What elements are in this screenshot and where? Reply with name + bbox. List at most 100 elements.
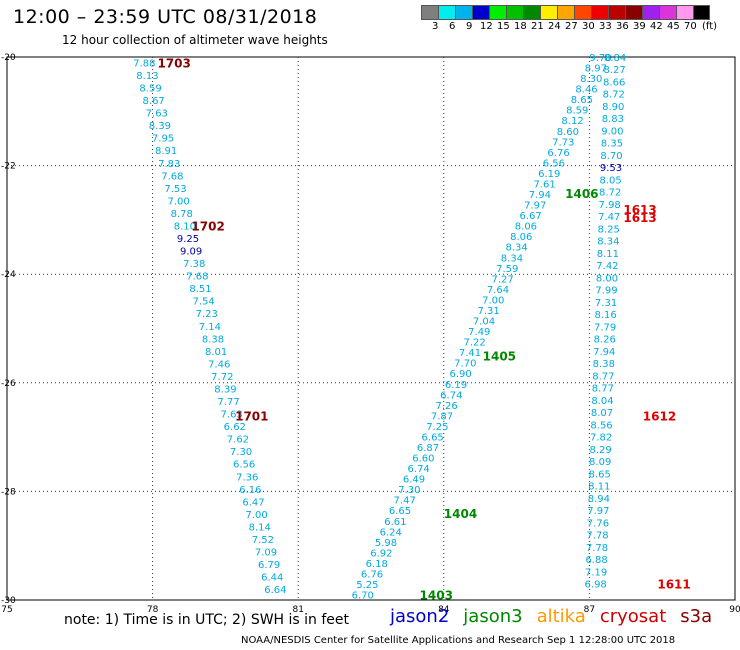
wave-height-value: 6.92 (370, 548, 392, 559)
y-tick-label: -22 (1, 162, 16, 172)
footer-credit: NOAA/NESDIS Center for Satellite Applica… (241, 635, 676, 646)
wave-height-value: 8.09 (589, 457, 611, 468)
y-tick-label: -26 (1, 379, 16, 389)
wave-height-value: 6.56 (233, 460, 255, 471)
pass-time-label: 1406 (565, 187, 598, 201)
wave-height-value: 6.76 (361, 569, 383, 580)
wave-height-value: 7.64 (487, 285, 509, 296)
wave-height-value: 8.84 (604, 53, 626, 64)
color-scale-unit: (ft) (702, 21, 718, 32)
wave-height-value: 7.30 (398, 485, 420, 496)
pass-time-label: 1404 (444, 507, 477, 521)
pass-time-label: 1703 (157, 56, 190, 70)
wave-height-value: 7.47 (598, 212, 620, 223)
wave-height-value: 7.99 (595, 286, 617, 297)
wave-height-value: 9.53 (600, 163, 622, 174)
wave-height-value: 6.61 (384, 517, 406, 528)
wave-height-value: 6.74 (440, 390, 462, 401)
wave-height-value: 7.31 (595, 298, 617, 309)
wave-height-value: 7.36 (236, 472, 258, 483)
wave-height-value: 8.94 (588, 494, 610, 505)
color-scale-tick-label: 3 (432, 21, 439, 32)
wave-height-value: 8.70 (600, 151, 622, 162)
x-tick-label: 75 (1, 605, 12, 615)
pass-time-label: 1613 (623, 203, 656, 217)
wave-height-value: 8.39 (149, 121, 171, 132)
color-scale-tick-label: 42 (650, 21, 663, 32)
wave-height-value: 7.88 (133, 58, 155, 69)
wave-height-value: 7.72 (211, 372, 233, 383)
wave-height-value: 6.56 (543, 158, 565, 169)
wave-height-value: 6.65 (422, 432, 444, 443)
color-swatch (506, 5, 523, 20)
wave-height-value: 7.52 (252, 535, 274, 546)
wave-height-value: 6.70 (352, 591, 374, 602)
wave-height-value: 8.06 (515, 222, 537, 233)
wave-height-value: 6.90 (450, 369, 472, 380)
wave-height-value: 7.82 (590, 433, 612, 444)
wave-height-value: 8.35 (601, 139, 623, 150)
wave-height-value: 7.54 (192, 297, 214, 308)
wave-height-value: 7.19 (585, 567, 607, 578)
wave-height-value: 7.95 (152, 134, 174, 145)
wave-height-value: 8.59 (139, 84, 161, 95)
wave-height-value: 7.00 (168, 196, 190, 207)
wave-height-value: 7.78 (586, 531, 608, 542)
color-scale-tick-label: 18 (514, 21, 527, 32)
wave-height-value: 8.46 (575, 85, 597, 96)
wave-height-value: 6.79 (258, 560, 280, 571)
color-scale-tick-label: 9 (466, 21, 473, 32)
wave-height-value: 8.12 (561, 116, 583, 127)
wave-height-value: 6.44 (261, 573, 283, 584)
wave-height-value: 7.94 (529, 190, 551, 201)
wave-height-value: 7.68 (186, 272, 208, 283)
wave-height-value: 7.31 (477, 306, 499, 317)
chart-title: 12:00 – 23:59 UTC 08/31/2018 (13, 6, 318, 28)
wave-height-value: 8.29 (590, 445, 612, 456)
color-scale-tick-label: 39 (633, 21, 646, 32)
wave-height-value: 9.25 (177, 234, 199, 245)
wave-height-value: 5.98 (375, 538, 397, 549)
wave-height-value: 8.13 (136, 71, 158, 82)
color-swatch (591, 5, 608, 20)
plot-frame (6, 56, 736, 601)
wave-height-value: 8.04 (591, 396, 613, 407)
color-swatch (659, 5, 676, 20)
wave-height-value: 7.68 (161, 171, 183, 182)
wave-height-value: 6.19 (538, 169, 560, 180)
satellite-name: s3a (680, 606, 713, 627)
x-tick-label: 90 (729, 605, 740, 615)
wave-height-value: 7.25 (426, 422, 448, 433)
x-tick-label: 78 (147, 605, 159, 615)
wave-height-value: 6.74 (408, 464, 430, 475)
wave-height-value: 7.26 (436, 401, 458, 412)
color-swatch (540, 5, 557, 20)
x-tick-label: 84 (438, 605, 450, 615)
wave-height-value: 8.97 (585, 64, 607, 75)
wave-height-value: 8.07 (591, 408, 613, 419)
x-tick-label: 87 (584, 605, 595, 615)
wave-height-value: 7.04 (473, 317, 495, 328)
wave-height-value: 8.39 (214, 384, 236, 395)
y-tick-label: -28 (1, 487, 16, 497)
wave-height-value: 8.26 (594, 335, 616, 346)
color-swatch (455, 5, 472, 20)
wave-height-value: 7.30 (230, 447, 252, 458)
wave-height-value: 8.25 (598, 224, 620, 235)
wave-height-value: 8.65 (571, 95, 593, 106)
wave-height-value: 7.53 (164, 184, 186, 195)
color-swatch (472, 5, 489, 20)
wave-height-value: 8.11 (588, 482, 610, 493)
wave-height-value: 8.34 (501, 253, 523, 264)
color-scale-tick-label: 27 (565, 21, 578, 32)
wave-height-value: 7.70 (454, 359, 476, 370)
color-scale-tick-label: 12 (480, 21, 493, 32)
wave-height-value: 5.25 (356, 580, 378, 591)
wave-height-value: 8.38 (593, 359, 615, 370)
wave-height-value: 7.27 (491, 274, 513, 285)
color-swatch (693, 5, 710, 20)
wave-height-value: 7.73 (552, 137, 574, 148)
pass-time-label: 1701 (235, 409, 268, 423)
wave-height-value: 8.65 (589, 469, 611, 480)
